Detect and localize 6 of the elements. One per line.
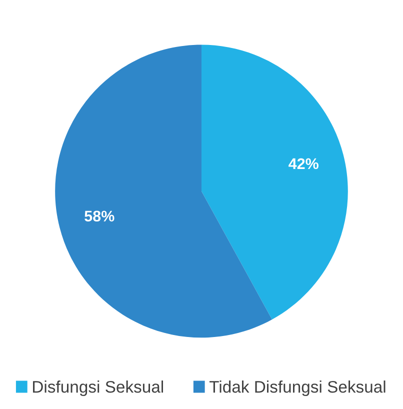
pie-slice [55,44,272,338]
legend-label: Tidak Disfungsi Seksual [209,380,386,396]
data-label: 42% [288,158,318,170]
data-label: 58% [84,210,114,222]
legend-label: Disfungsi Seksual [33,380,164,396]
pie-slice [202,44,348,320]
